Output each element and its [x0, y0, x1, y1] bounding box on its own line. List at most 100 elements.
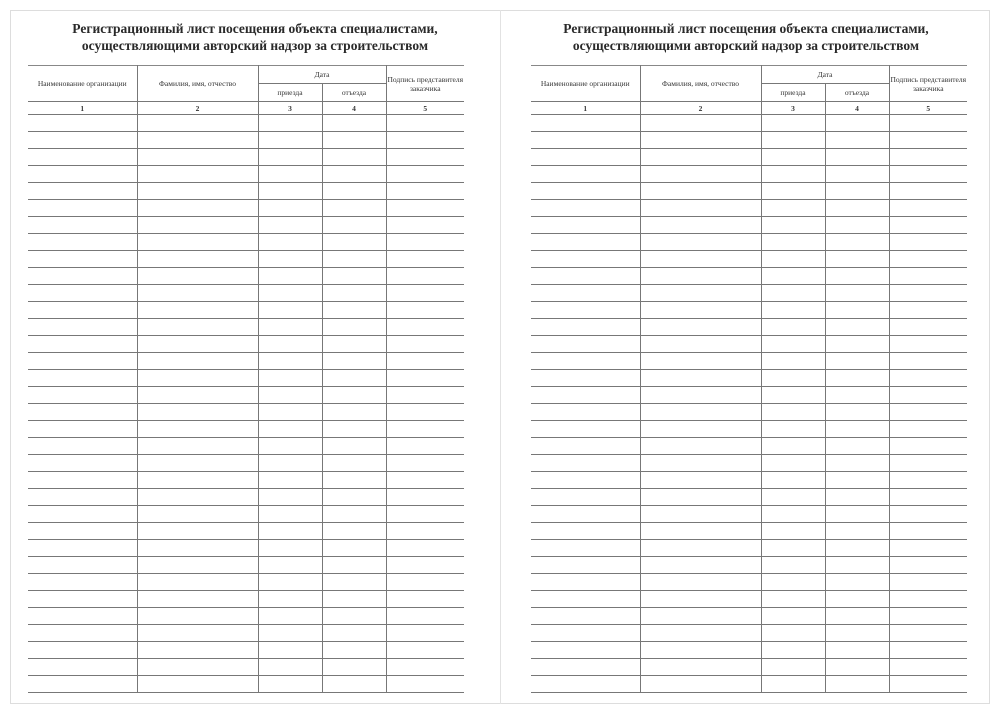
table-cell: [28, 369, 138, 387]
table-cell: [257, 437, 323, 455]
table-row: [28, 505, 464, 523]
table-cell: [824, 148, 890, 166]
table-row: [531, 216, 967, 234]
table-cell: [28, 250, 138, 268]
table-cell: [824, 505, 890, 523]
table-cell: [385, 658, 464, 676]
table-row: [531, 369, 967, 387]
table-cell: [257, 471, 323, 489]
table-cell: [760, 369, 826, 387]
title-line-1: Регистрационный лист посещения объекта с…: [563, 21, 929, 36]
table-row: [531, 335, 967, 353]
table-cell: [321, 284, 387, 302]
table-cell: [257, 386, 323, 404]
table-cell: [257, 352, 323, 370]
table-cell: [257, 624, 323, 642]
table-row: [531, 590, 967, 608]
table-cell: [385, 522, 464, 540]
table-row: [28, 114, 464, 132]
table-cell: [639, 369, 762, 387]
table-cell: [888, 573, 967, 591]
table-cell: [136, 182, 259, 200]
table-row: [531, 199, 967, 217]
table-cell: [639, 641, 762, 659]
table-cell: [824, 131, 890, 149]
table-row: [28, 471, 464, 489]
table-cell: [760, 233, 826, 251]
column-number: 3: [760, 101, 826, 115]
table-cell: [639, 131, 762, 149]
table-cell: [639, 471, 762, 489]
table-cell: [824, 335, 890, 353]
registration-table: Наименование организации Фамилия, имя, о…: [531, 65, 967, 693]
table-cell: [28, 556, 138, 574]
table-cell: [888, 250, 967, 268]
table-cell: [136, 437, 259, 455]
table-row: [531, 352, 967, 370]
table-cell: [385, 556, 464, 574]
table-cell: [136, 624, 259, 642]
table-cell: [136, 233, 259, 251]
table-cell: [639, 199, 762, 217]
table-cell: [639, 658, 762, 676]
table-cell: [321, 352, 387, 370]
table-row: [28, 301, 464, 319]
table-cell: [760, 641, 826, 659]
table-cell: [28, 437, 138, 455]
table-cell: [531, 131, 641, 149]
header-departure: отъезда: [824, 83, 889, 102]
table-row: [28, 590, 464, 608]
table-cell: [28, 148, 138, 166]
table-cell: [257, 539, 323, 557]
table-row: [28, 641, 464, 659]
table-cell: [28, 505, 138, 523]
table-cell: [531, 590, 641, 608]
table-cell: [531, 488, 641, 506]
table-cell: [639, 216, 762, 234]
table-cell: [385, 284, 464, 302]
table-cell: [257, 131, 323, 149]
table-row: [531, 488, 967, 506]
table-row: [531, 284, 967, 302]
table-cell: [257, 233, 323, 251]
table-row: [531, 386, 967, 404]
table-cell: [321, 335, 387, 353]
table-cell: [531, 675, 641, 693]
column-number: 4: [824, 101, 890, 115]
table-cell: [888, 420, 967, 438]
table-cell: [639, 539, 762, 557]
registration-table: Наименование организации Фамилия, имя, о…: [28, 65, 464, 693]
table-row: [531, 318, 967, 336]
table-row: [531, 607, 967, 625]
table-cell: [136, 284, 259, 302]
table-cell: [321, 199, 387, 217]
table-cell: [824, 539, 890, 557]
table-cell: [888, 131, 967, 149]
table-cell: [28, 216, 138, 234]
table-cell: [888, 369, 967, 387]
table-row: [28, 675, 464, 693]
table-cell: [321, 403, 387, 421]
table-cell: [136, 369, 259, 387]
table-cell: [760, 131, 826, 149]
table-cell: [385, 437, 464, 455]
table-row: [28, 335, 464, 353]
table-cell: [824, 284, 890, 302]
table-cell: [888, 386, 967, 404]
table-cell: [760, 556, 826, 574]
table-cell: [760, 250, 826, 268]
table-cell: [824, 454, 890, 472]
table-row: [28, 556, 464, 574]
table-cell: [531, 148, 641, 166]
table-cell: [257, 369, 323, 387]
table-cell: [321, 318, 387, 336]
table-cell: [888, 505, 967, 523]
header-full-name: Фамилия, имя, отчество: [639, 65, 762, 102]
table-cell: [531, 318, 641, 336]
table-cell: [531, 641, 641, 659]
table-cell: [257, 148, 323, 166]
table-cell: [888, 590, 967, 608]
table-cell: [824, 233, 890, 251]
header-signature: Подпись представителя заказчика: [385, 65, 464, 102]
table-row: [531, 148, 967, 166]
